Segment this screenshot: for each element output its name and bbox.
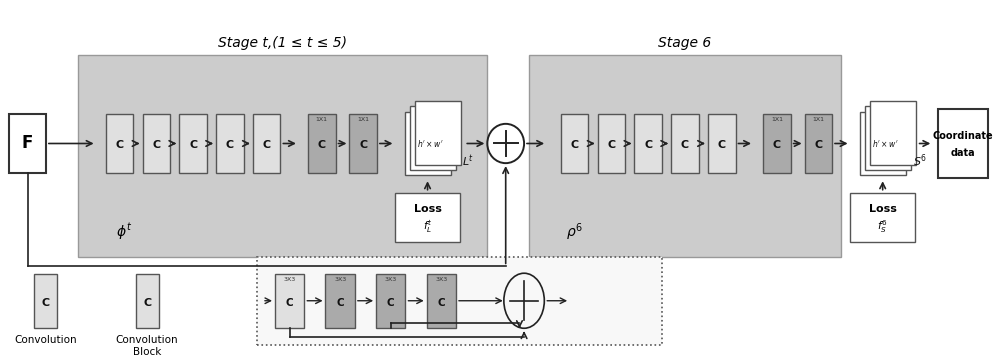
Text: 1X1: 1X1 bbox=[357, 117, 369, 122]
Text: C: C bbox=[143, 298, 151, 308]
FancyBboxPatch shape bbox=[257, 257, 662, 345]
FancyBboxPatch shape bbox=[870, 101, 916, 165]
Text: C: C bbox=[681, 140, 689, 151]
Text: Loss: Loss bbox=[869, 204, 897, 214]
Text: Convolution: Convolution bbox=[15, 335, 77, 345]
FancyBboxPatch shape bbox=[805, 114, 832, 173]
Text: $f_L^t$: $f_L^t$ bbox=[423, 219, 432, 235]
FancyBboxPatch shape bbox=[325, 274, 355, 328]
Text: C: C bbox=[115, 140, 124, 151]
FancyBboxPatch shape bbox=[865, 106, 911, 170]
Text: C: C bbox=[318, 140, 326, 151]
Text: $S^6$: $S^6$ bbox=[913, 153, 927, 169]
FancyBboxPatch shape bbox=[349, 114, 377, 173]
FancyBboxPatch shape bbox=[275, 274, 304, 328]
Text: 3X3: 3X3 bbox=[284, 277, 296, 282]
Text: $\rho^6$: $\rho^6$ bbox=[566, 221, 583, 243]
FancyBboxPatch shape bbox=[561, 114, 588, 173]
Text: C: C bbox=[387, 298, 395, 308]
Text: C: C bbox=[336, 298, 344, 308]
Text: 1X1: 1X1 bbox=[316, 117, 328, 122]
FancyBboxPatch shape bbox=[34, 274, 57, 328]
Text: C: C bbox=[718, 140, 726, 151]
FancyBboxPatch shape bbox=[763, 114, 791, 173]
Text: $L^t$: $L^t$ bbox=[462, 153, 474, 169]
Text: C: C bbox=[644, 140, 652, 151]
Text: C: C bbox=[773, 140, 781, 151]
Text: 1X1: 1X1 bbox=[771, 117, 783, 122]
Text: $h' \times w'$: $h' \times w'$ bbox=[417, 138, 444, 149]
FancyBboxPatch shape bbox=[708, 114, 736, 173]
FancyBboxPatch shape bbox=[395, 193, 460, 242]
FancyBboxPatch shape bbox=[598, 114, 625, 173]
Text: C: C bbox=[226, 140, 234, 151]
FancyBboxPatch shape bbox=[143, 114, 170, 173]
FancyBboxPatch shape bbox=[253, 114, 280, 173]
Text: 1X1: 1X1 bbox=[812, 117, 824, 122]
FancyBboxPatch shape bbox=[106, 114, 133, 173]
FancyBboxPatch shape bbox=[179, 114, 207, 173]
Text: data: data bbox=[951, 148, 975, 158]
FancyBboxPatch shape bbox=[860, 112, 906, 175]
FancyBboxPatch shape bbox=[405, 112, 451, 175]
Text: C: C bbox=[152, 140, 160, 151]
Text: $f_S^6$: $f_S^6$ bbox=[877, 219, 888, 235]
Text: C: C bbox=[571, 140, 579, 151]
FancyBboxPatch shape bbox=[136, 274, 159, 328]
Text: $\phi^t$: $\phi^t$ bbox=[116, 222, 132, 242]
Text: C: C bbox=[42, 298, 50, 308]
Text: F: F bbox=[22, 135, 33, 152]
Text: C: C bbox=[189, 140, 197, 151]
FancyBboxPatch shape bbox=[216, 114, 244, 173]
Text: C: C bbox=[607, 140, 615, 151]
Text: Stage 6: Stage 6 bbox=[658, 36, 712, 50]
FancyBboxPatch shape bbox=[410, 106, 456, 170]
Text: Convolution
Block: Convolution Block bbox=[116, 335, 178, 357]
Text: Stage t,(1 ≤ t ≤ 5): Stage t,(1 ≤ t ≤ 5) bbox=[218, 36, 347, 50]
Text: C: C bbox=[263, 140, 271, 151]
FancyBboxPatch shape bbox=[850, 193, 915, 242]
FancyBboxPatch shape bbox=[9, 114, 46, 173]
Text: C: C bbox=[814, 140, 822, 151]
FancyBboxPatch shape bbox=[308, 114, 336, 173]
FancyBboxPatch shape bbox=[671, 114, 699, 173]
FancyBboxPatch shape bbox=[415, 101, 461, 165]
Text: C: C bbox=[286, 298, 293, 308]
Text: C: C bbox=[359, 140, 367, 151]
FancyBboxPatch shape bbox=[938, 109, 988, 178]
FancyBboxPatch shape bbox=[427, 274, 456, 328]
Text: Loss: Loss bbox=[414, 204, 441, 214]
FancyBboxPatch shape bbox=[634, 114, 662, 173]
Text: C: C bbox=[438, 298, 445, 308]
Text: Coordinate: Coordinate bbox=[933, 131, 993, 141]
Text: 3X3: 3X3 bbox=[385, 277, 397, 282]
FancyBboxPatch shape bbox=[529, 55, 841, 257]
Text: 3X3: 3X3 bbox=[435, 277, 447, 282]
FancyBboxPatch shape bbox=[376, 274, 405, 328]
Text: $h' \times w'$: $h' \times w'$ bbox=[872, 138, 899, 149]
Text: 3X3: 3X3 bbox=[334, 277, 346, 282]
FancyBboxPatch shape bbox=[78, 55, 487, 257]
